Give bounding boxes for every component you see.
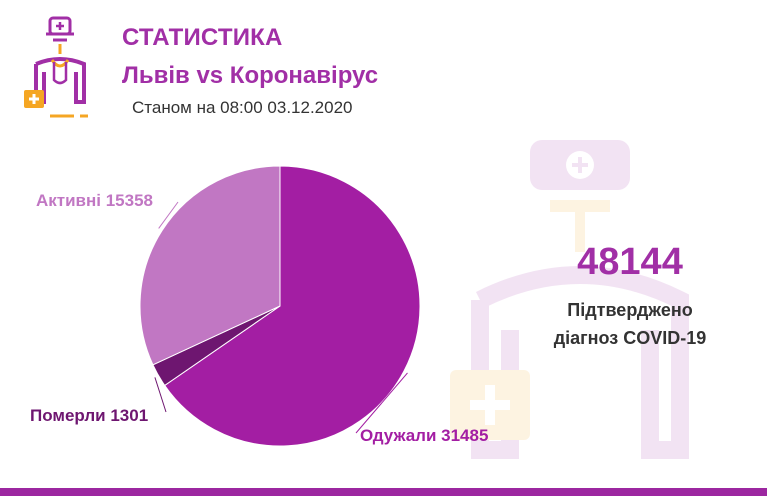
doctor-background-icon <box>450 140 689 459</box>
confirmed-total: 48144 <box>577 241 683 283</box>
confirmed-caption-line1: Підтверджено <box>567 300 693 320</box>
page-title: СТАТИСТИКА <box>122 24 283 51</box>
pie-leader-line-2 <box>158 201 179 229</box>
pie-slice-0 <box>164 165 421 447</box>
page-subtitle: Львів vs Коронавірус <box>122 62 379 89</box>
pie-label-2: Активні 15358 <box>36 191 153 210</box>
pie-slice-2 <box>139 165 281 366</box>
pie-leader-line-1 <box>154 377 167 413</box>
pie-label-0: Одужали 31485 <box>360 426 488 445</box>
bottom-accent-bar <box>0 488 767 496</box>
doctor-logo-icon <box>24 16 88 118</box>
pie-label-1: Померли 1301 <box>30 406 148 425</box>
confirmed-caption-line2: діагноз COVID-19 <box>553 328 707 348</box>
pie-leader-line-0 <box>355 372 408 434</box>
report-date: Станом на 08:00 03.12.2020 <box>132 98 353 117</box>
